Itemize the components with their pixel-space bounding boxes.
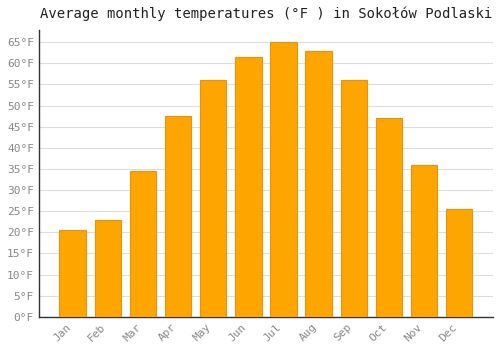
Bar	[411, 165, 438, 317]
Bar	[270, 42, 296, 317]
Bar	[200, 80, 226, 317]
Bar	[130, 171, 156, 317]
Title: Average monthly temperatures (°F ) in Sokołów Podlaski: Average monthly temperatures (°F ) in So…	[40, 7, 492, 21]
Bar	[165, 116, 191, 317]
Bar	[60, 230, 86, 317]
Bar	[306, 51, 332, 317]
Bar	[446, 209, 472, 317]
Bar	[94, 220, 121, 317]
Bar	[376, 118, 402, 317]
Bar	[235, 57, 262, 317]
Bar	[340, 80, 367, 317]
